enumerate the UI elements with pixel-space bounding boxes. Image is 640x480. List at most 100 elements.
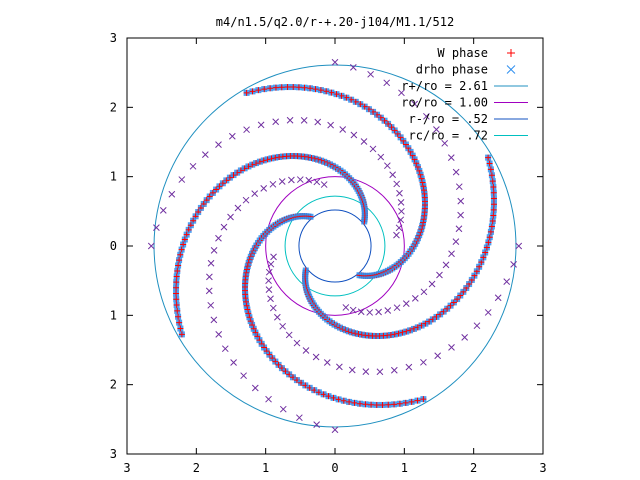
w-phase-point [457, 292, 464, 299]
y-tick-label: 2 [110, 378, 117, 392]
w-phase-point [173, 279, 180, 286]
drho-phase-point [339, 126, 347, 133]
drho-phase-point [215, 234, 222, 242]
drho-phase-point [441, 139, 449, 147]
drho-phase-point [265, 277, 272, 285]
w-phase-point [269, 355, 276, 362]
drho-phase-point [285, 331, 293, 339]
w-phase-point [402, 399, 409, 406]
legend-label: rc/ro = .72 [409, 129, 488, 143]
w-phase-point [444, 305, 451, 312]
x-tick-label: 3 [123, 461, 130, 475]
drho-phase-point [215, 141, 222, 148]
drho-phase-point [393, 180, 401, 188]
w-phase-point [177, 251, 184, 258]
drho-phase-point [377, 153, 385, 161]
w-phase-point [290, 84, 297, 91]
y-tick-label: 1 [110, 308, 117, 322]
drho-phase-point [327, 121, 334, 129]
drho-phase-point [243, 126, 250, 134]
drho-phase-point [272, 118, 280, 126]
drho-phase-point [265, 286, 273, 293]
w-phase-point [177, 325, 184, 332]
w-phase-point [178, 331, 185, 338]
drho-phase-point [234, 204, 242, 212]
drho-phase-point [402, 300, 410, 308]
y-tick-label: 0 [110, 239, 117, 253]
w-phase-point [420, 396, 427, 403]
drho-phase-point [313, 421, 321, 428]
w-phase-point [176, 257, 183, 264]
w-phase-point [173, 302, 180, 309]
w-phase-point [261, 86, 268, 93]
drho-phase-point [159, 207, 167, 214]
drho-phase-point [436, 271, 443, 279]
drho-phase-point [396, 189, 403, 197]
drho-phase-point [286, 116, 294, 124]
w-phase-point [278, 365, 285, 372]
drho-phase-point [300, 117, 308, 124]
x-tick-label: 2 [193, 461, 200, 475]
w-phase-point [356, 400, 363, 407]
drho-phase-point [296, 176, 304, 183]
drho-phase-point [369, 145, 377, 153]
w-phase-point [379, 401, 386, 408]
w-phase-point [485, 239, 492, 246]
w-phase-point [381, 117, 388, 124]
drho-phase-point [384, 307, 392, 314]
drho-phase-point [397, 199, 405, 206]
drho-phase-point [230, 359, 237, 366]
w-phase-point [450, 299, 457, 306]
w-phase-point [454, 296, 461, 303]
w-phase-point [317, 87, 324, 94]
drho-phase-point [461, 334, 469, 341]
x-tick-label: 2 [470, 461, 477, 475]
drho-phase-point [153, 224, 160, 232]
w-phase-point [295, 84, 302, 91]
drho-phase-point [494, 294, 502, 302]
drho-phase-point [389, 171, 397, 179]
drho-phase-point [349, 306, 357, 314]
x-tick-label: 0 [331, 461, 338, 475]
w-phase-point [278, 84, 285, 91]
drho-phase-point [393, 231, 400, 239]
w-phase-point [489, 178, 496, 185]
drho-phase-point [360, 138, 368, 145]
w-phase-point [178, 246, 185, 253]
w-phase-point [490, 195, 497, 202]
phase-points [147, 58, 523, 434]
drho-phase-point [320, 181, 328, 188]
legend: W phase drho phase r+/ro = 2.61 ro/ro = 1.0… [401, 46, 528, 143]
y-tick-label: 1 [110, 170, 117, 184]
drho-phase-point [357, 308, 365, 316]
drho-phase-point [269, 180, 277, 188]
w-phase-point [282, 368, 289, 375]
drho-phase-point [515, 242, 523, 250]
drho-phase-point [398, 207, 405, 215]
w-phase-point [483, 244, 490, 251]
w-phase-point [284, 84, 291, 91]
w-phase-point [351, 399, 358, 406]
drho-phase-point [220, 223, 228, 231]
w-phase-point [487, 228, 494, 235]
w-phase-point [335, 396, 342, 403]
drho-phase-point [168, 190, 176, 198]
w-phase-point [486, 160, 493, 167]
w-phase-point [487, 166, 494, 173]
legend-marker-swatch [507, 49, 515, 57]
radius-circle [265, 176, 405, 316]
drho-phase-point [314, 118, 322, 126]
w-phase-point [394, 130, 401, 137]
w-phase-point [490, 212, 497, 219]
drho-phase-point [278, 178, 286, 185]
x-tick-label: 1 [262, 461, 269, 475]
drho-phase-point [428, 280, 436, 288]
drho-phase-point [205, 287, 213, 295]
w-phase-point [488, 223, 495, 230]
w-phase-point [489, 218, 496, 225]
drho-phase-point [331, 426, 339, 434]
w-phase-point [243, 89, 250, 96]
drho-phase-point [393, 304, 401, 312]
drho-phase-point [448, 250, 455, 258]
